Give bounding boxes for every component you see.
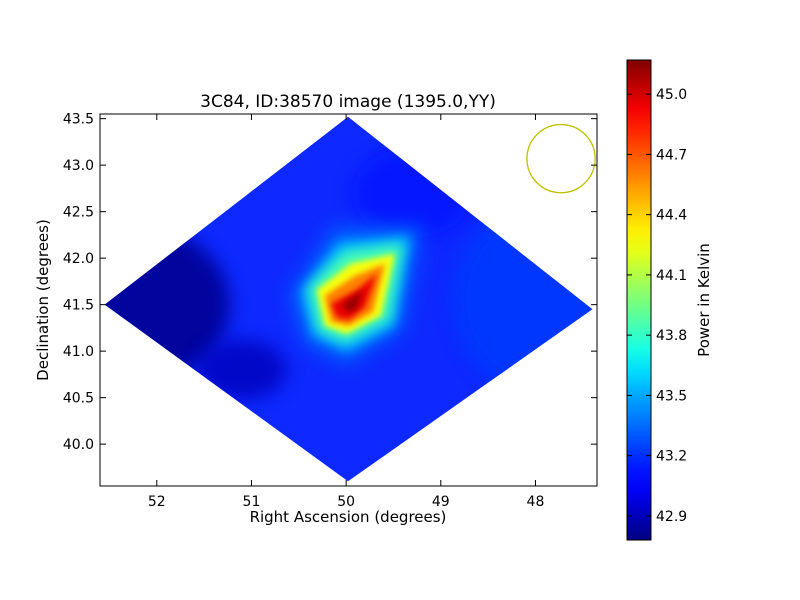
plot-area: 52 51 50 49 48 40.040.541.041.542.042.543.04… xyxy=(63,112,598,510)
colorbar-tick-label: 44.4 xyxy=(656,208,687,224)
y-tick-label: 43.0 xyxy=(63,158,94,174)
y-axis-ticks: 40.0 40.5 41.0 41.5 42.0 42.5 43.0 43.5 xyxy=(63,112,597,453)
colorbar-label: Power in Kelvin xyxy=(695,243,713,357)
y-tick-label: 41.0 xyxy=(63,344,94,360)
dark-region-west xyxy=(104,224,230,385)
y-tick-label: 42.5 xyxy=(63,205,94,221)
y-tick-label: 41.5 xyxy=(63,298,94,314)
y-axis-label: Declination (degrees) xyxy=(34,219,52,381)
y-tick-label: 42.0 xyxy=(63,251,94,267)
beam-circle xyxy=(526,123,596,194)
y-tick-label: 40.5 xyxy=(63,391,94,407)
x-tick-label: 48 xyxy=(527,494,545,510)
x-tick-label: 51 xyxy=(243,494,261,510)
y-tick-label: 43.5 xyxy=(63,112,94,128)
colorbar-ticks: 42.9 43.2 43.5 43.8 44.1 44.4 44.7 45.0 xyxy=(627,87,687,525)
x-axis-label: Right Ascension (degrees) xyxy=(250,508,447,526)
colorbar: 42.9 43.2 43.5 43.8 44.1 44.4 44.7 45.0 Power i… xyxy=(626,59,713,541)
y-tick-label: 40.0 xyxy=(63,437,94,453)
colorbar-gradient xyxy=(626,59,652,541)
x-tick-label: 49 xyxy=(432,494,450,510)
plot-frame xyxy=(99,113,598,487)
colorbar-tick-label: 42.9 xyxy=(656,509,687,525)
colorbar-tick-label: 43.8 xyxy=(656,328,687,344)
dark-region-southwest xyxy=(197,339,287,400)
colorbar-tick-label: 43.5 xyxy=(656,388,687,404)
colorbar-tick-label: 44.7 xyxy=(656,147,687,163)
colorbar-tick-label: 44.1 xyxy=(656,268,687,284)
source-contour-7 xyxy=(342,289,363,312)
x-tick-label: 50 xyxy=(337,494,355,510)
x-axis-ticks: 52 51 50 49 48 xyxy=(148,114,544,510)
x-tick-label: 52 xyxy=(148,494,166,510)
chart-title: 3C84, ID:38570 image (1395.0,YY) xyxy=(200,92,496,112)
colorbar-tick-label: 45.0 xyxy=(656,87,687,103)
colorbar-tick-label: 43.2 xyxy=(656,449,687,465)
